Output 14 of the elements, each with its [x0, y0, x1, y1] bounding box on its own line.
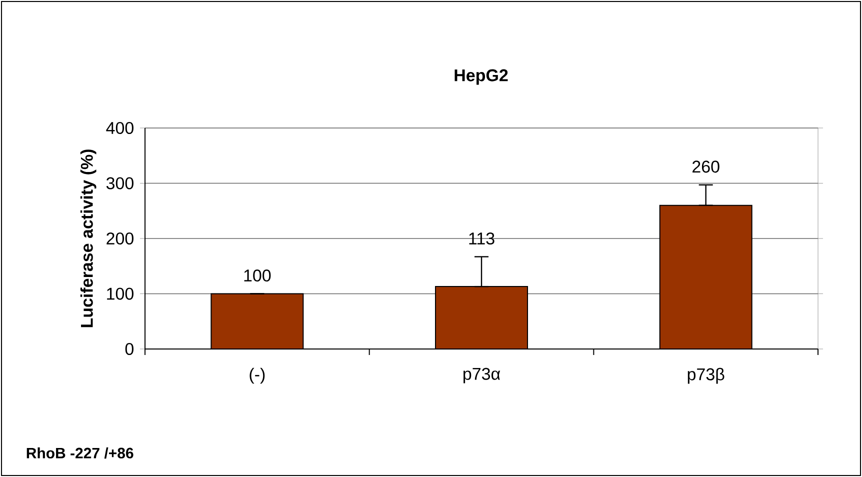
x-tick-label: (-): [250, 368, 265, 384]
text: RhoB -227 /+86: [26, 447, 134, 459]
y-tick-label: 200: [106, 232, 134, 245]
chart-title: HepG2: [454, 69, 508, 85]
data-label: 113: [469, 232, 494, 245]
data-label: 260: [692, 160, 720, 173]
y-tick-label: 100: [107, 288, 134, 300]
data-label: 100: [244, 269, 271, 282]
y-axis-title: Luciferase activity (%): [80, 150, 96, 328]
x-tick-label: p73β: [688, 368, 724, 384]
y-tick-label: 400: [106, 122, 134, 134]
x-tick-label: p73α: [464, 368, 500, 384]
y-tick-label: 300: [106, 177, 134, 190]
y-tick-label: 0: [125, 342, 134, 356]
